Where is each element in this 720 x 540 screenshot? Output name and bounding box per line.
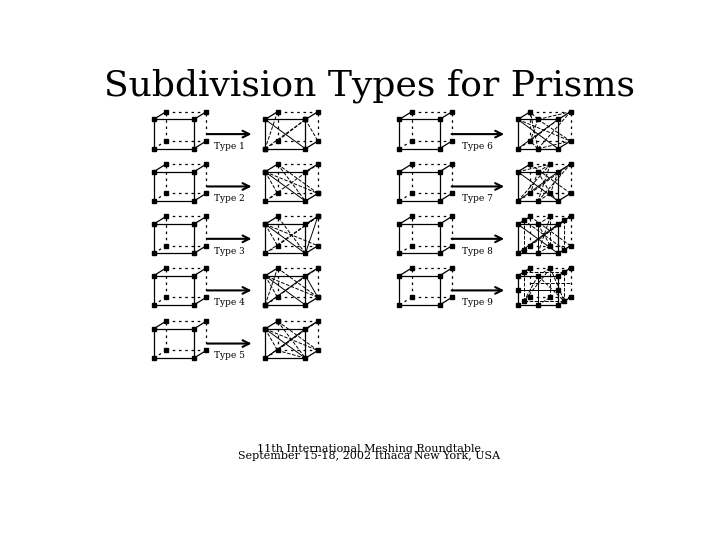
Text: 11th International Meshing Roundtable: 11th International Meshing Roundtable bbox=[257, 444, 481, 454]
Text: Type 4: Type 4 bbox=[214, 298, 245, 307]
Text: Type 5: Type 5 bbox=[214, 351, 245, 360]
Text: Type 3: Type 3 bbox=[214, 247, 245, 255]
Text: Subdivision Types for Prisms: Subdivision Types for Prisms bbox=[104, 69, 634, 103]
Text: Type 1: Type 1 bbox=[214, 142, 245, 151]
Text: September 15-18, 2002 Ithaca New York, USA: September 15-18, 2002 Ithaca New York, U… bbox=[238, 451, 500, 461]
Text: Type 9: Type 9 bbox=[462, 298, 493, 307]
Text: Type 2: Type 2 bbox=[214, 194, 245, 203]
Text: Type 8: Type 8 bbox=[462, 247, 493, 255]
Text: Type 6: Type 6 bbox=[462, 142, 493, 151]
Text: Type 7: Type 7 bbox=[462, 194, 493, 203]
